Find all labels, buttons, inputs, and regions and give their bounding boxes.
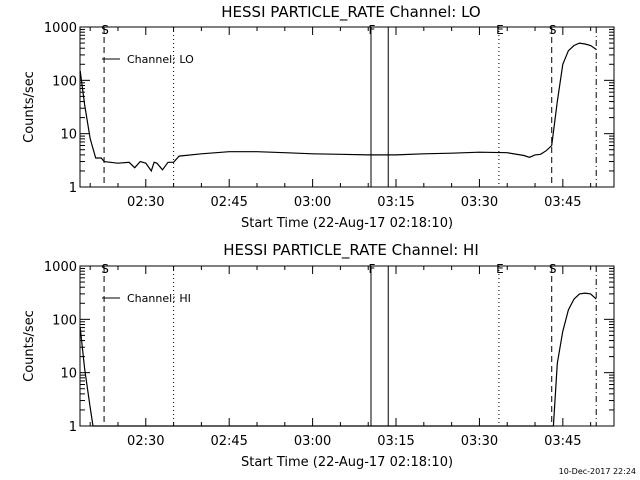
x-ticks: 02:30 02:45 03:00 03:15 03:30 03:45 [89,266,592,449]
event-marker-label: F [369,23,376,37]
y-tick-label: 1 [69,420,77,435]
x-ticks: 02:30 02:45 03:00 03:15 03:30 03:45 [89,27,592,210]
x-tick-label: 03:00 [294,434,331,449]
y-ticks: 1 10 100 1000 [44,260,614,435]
event-marker-label: S [101,23,109,37]
chart-title: HESSI PARTICLE_RATE Channel: HI [223,241,479,260]
event-marker-label: F [369,262,376,276]
x-axis-label: Start Time (22-Aug-17 02:18:10) [241,455,453,470]
x-tick-label: 02:30 [127,195,164,210]
series-group [79,292,597,427]
plot-frame [79,26,615,188]
x-tick-label: 03:30 [461,195,498,210]
y-tick-label: 10 [60,367,77,382]
x-tick-label: 03:15 [377,434,414,449]
legend-label: Channel: HI [127,292,191,305]
y-tick-label: 1000 [44,260,77,275]
event-marker-label: S [549,262,557,276]
event-marker-label: S [101,262,109,276]
y-axis-label: Counts/sec [22,310,37,382]
x-tick-label: 03:45 [544,434,581,449]
legend-label: Channel: LO [127,53,194,66]
x-tick-label: 03:15 [377,195,414,210]
x-axis-label: Start Time (22-Aug-17 02:18:10) [241,216,453,231]
x-tick-label: 03:00 [294,195,331,210]
x-tick-label: 03:30 [461,434,498,449]
y-tick-label: 1000 [44,21,77,36]
event-marker-label: E [496,262,504,276]
x-tick-label: 02:45 [210,195,247,210]
footer-timestamp: 10-Dec-2017 22:24 [559,467,636,476]
panel-hi: HESSI PARTICLE_RATE Channel: HI Counts/s… [22,241,615,470]
y-tick-label: 100 [52,74,77,89]
x-tick-label: 03:45 [544,195,581,210]
panel-lo: HESSI PARTICLE_RATE Channel: LO Counts/s… [22,3,615,231]
series-line [79,292,597,427]
legend: Channel: LO [102,53,194,66]
series-group [79,42,597,173]
y-tick-label: 100 [52,313,77,328]
event-marker-label: E [496,23,504,37]
x-tick-label: 02:45 [210,434,247,449]
event-marker-label: S [549,23,557,37]
chart-title: HESSI PARTICLE_RATE Channel: LO [221,3,480,22]
legend: Channel: HI [102,292,191,305]
plot-frame [79,265,615,427]
x-tick-label: 02:30 [127,434,164,449]
y-tick-label: 10 [60,128,77,143]
y-axis-label: Counts/sec [22,71,37,143]
y-tick-label: 1 [69,181,77,196]
series-line [79,42,597,173]
